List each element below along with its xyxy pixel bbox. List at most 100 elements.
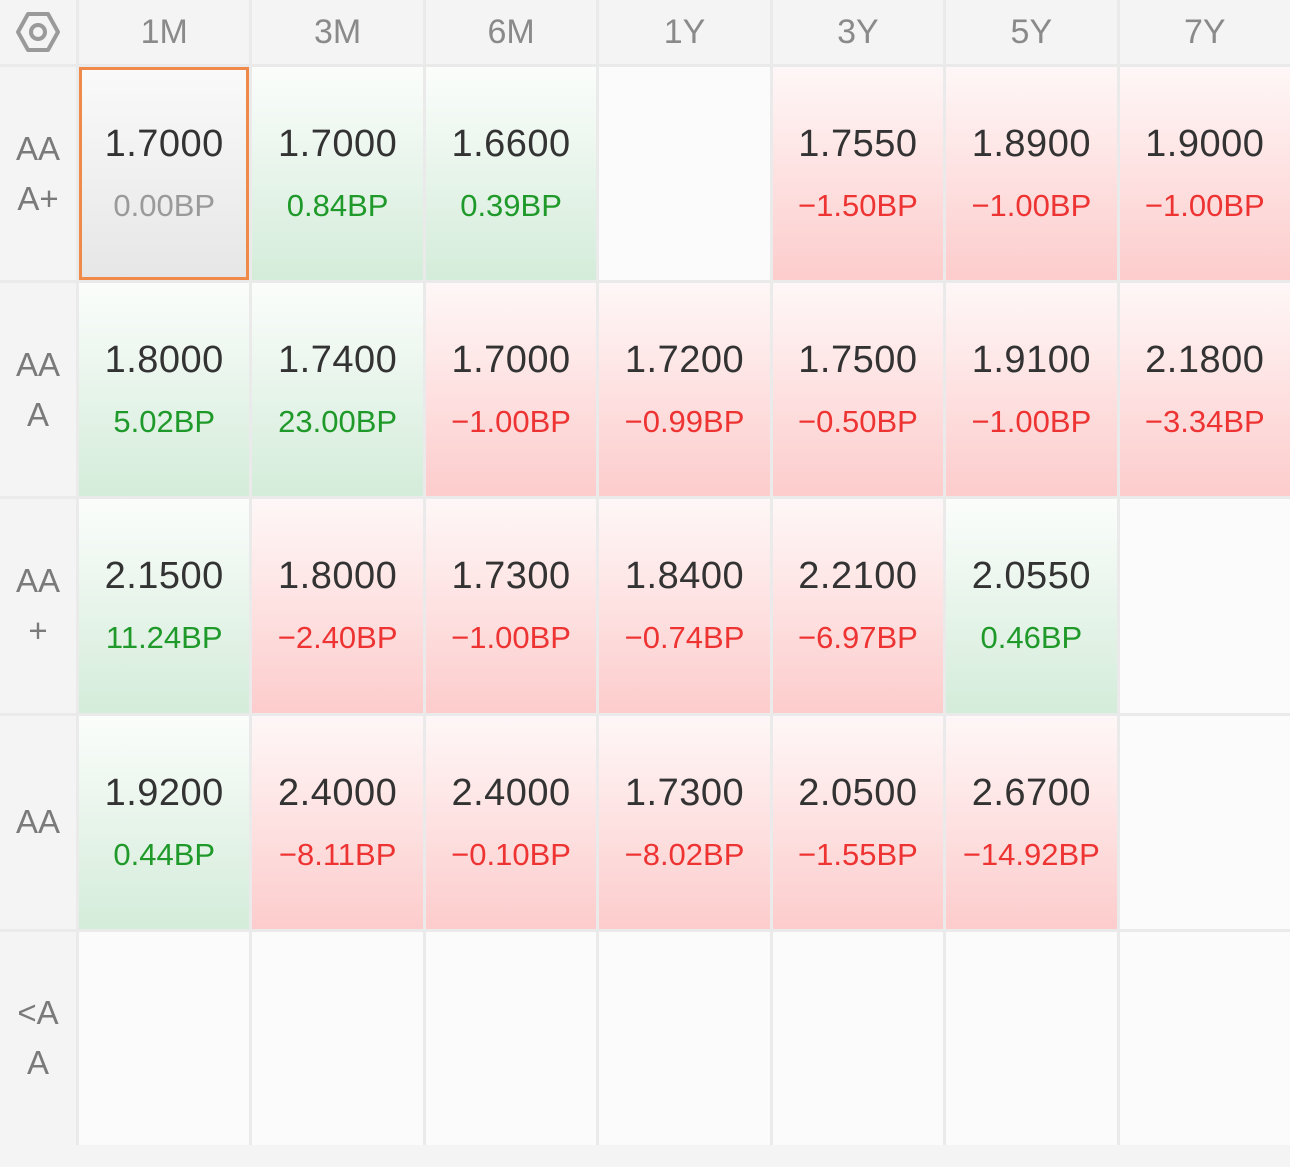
yield-value: 2.2100 bbox=[798, 555, 918, 598]
yield-cell[interactable]: 2.2100 −6.97BP bbox=[772, 499, 944, 713]
empty-cell[interactable] bbox=[946, 931, 1117, 1145]
change-bp: 0.00BP bbox=[113, 188, 216, 224]
yield-cell[interactable]: 1.6600 0.39BP bbox=[425, 67, 597, 281]
yield-cell[interactable]: 1.8900 −1.00BP bbox=[946, 67, 1117, 281]
change-bp: −1.00BP bbox=[451, 620, 571, 656]
empty-cell[interactable] bbox=[772, 931, 944, 1145]
row-label: AA+ bbox=[0, 499, 76, 713]
change-bp: 23.00BP bbox=[278, 404, 398, 440]
yield-value: 2.0500 bbox=[798, 771, 918, 814]
yield-cell[interactable]: 1.9200 0.44BP bbox=[79, 715, 250, 929]
column-header[interactable]: 1Y bbox=[599, 0, 770, 64]
column-header[interactable]: 3M bbox=[252, 0, 423, 64]
yield-value: 1.9100 bbox=[971, 339, 1091, 382]
change-bp: −1.00BP bbox=[971, 188, 1092, 224]
column-header[interactable]: 5Y bbox=[946, 0, 1117, 64]
empty-cell[interactable] bbox=[1119, 715, 1290, 929]
change-bp: −1.55BP bbox=[798, 836, 918, 872]
yield-cell[interactable]: 1.9100 −1.00BP bbox=[946, 283, 1117, 497]
yield-cell[interactable]: 1.8000 −2.40BP bbox=[252, 499, 423, 713]
yield-cell[interactable]: 1.7000 −1.00BP bbox=[425, 283, 597, 497]
yield-value: 2.4000 bbox=[278, 771, 398, 814]
yield-value: 1.9200 bbox=[104, 771, 224, 814]
change-bp: 0.46BP bbox=[980, 620, 1083, 656]
change-bp: −0.50BP bbox=[798, 404, 918, 440]
yield-value: 1.8400 bbox=[624, 555, 745, 598]
column-header[interactable]: 7Y bbox=[1119, 0, 1290, 64]
change-bp: 11.24BP bbox=[105, 620, 223, 656]
yield-value: 2.4000 bbox=[451, 771, 571, 814]
settings-button[interactable] bbox=[0, 0, 76, 64]
change-bp: −6.97BP bbox=[798, 620, 918, 656]
yield-value: 2.1800 bbox=[1145, 339, 1265, 382]
change-bp: −14.92BP bbox=[962, 836, 1100, 872]
change-bp: −0.10BP bbox=[451, 836, 571, 872]
yield-cell[interactable]: 2.0500 −1.55BP bbox=[772, 715, 944, 929]
yield-cell[interactable]: 2.4000 −8.11BP bbox=[252, 715, 423, 929]
change-bp: −0.99BP bbox=[624, 404, 745, 440]
change-bp: −1.00BP bbox=[971, 404, 1092, 440]
change-bp: −1.50BP bbox=[798, 188, 918, 224]
change-bp: −8.02BP bbox=[624, 836, 745, 872]
yield-value: 1.7000 bbox=[451, 339, 571, 382]
yield-value: 1.7300 bbox=[451, 555, 571, 598]
change-bp: −1.00BP bbox=[1144, 188, 1265, 224]
yield-cell[interactable]: 1.8000 5.02BP bbox=[79, 283, 250, 497]
yield-value: 1.7300 bbox=[624, 771, 745, 814]
yield-cell[interactable]: 2.1500 11.24BP bbox=[79, 499, 250, 713]
column-header[interactable]: 1M bbox=[79, 0, 250, 64]
yield-value: 1.7200 bbox=[624, 339, 745, 382]
settings-icon bbox=[16, 12, 60, 52]
column-header[interactable]: 6M bbox=[425, 0, 597, 64]
yield-value: 1.6600 bbox=[451, 123, 571, 166]
yield-value: 2.1500 bbox=[104, 555, 224, 598]
empty-cell[interactable] bbox=[252, 931, 423, 1145]
yield-cell[interactable]: 2.6700 −14.92BP bbox=[946, 715, 1117, 929]
yield-cell[interactable]: 1.7300 −1.00BP bbox=[425, 499, 597, 713]
yield-value: 1.7550 bbox=[798, 123, 918, 166]
yield-value: 1.9000 bbox=[1145, 123, 1265, 166]
row-label: <AA bbox=[0, 931, 76, 1145]
yield-cell[interactable]: 2.0550 0.46BP bbox=[946, 499, 1117, 713]
change-bp: −3.34BP bbox=[1144, 404, 1265, 440]
change-bp: 0.84BP bbox=[286, 188, 389, 224]
empty-cell[interactable] bbox=[79, 931, 250, 1145]
change-bp: 0.39BP bbox=[460, 188, 562, 224]
empty-cell[interactable] bbox=[1119, 499, 1290, 713]
row-label: AAA bbox=[0, 283, 76, 497]
yield-cell[interactable]: 1.8400 −0.74BP bbox=[599, 499, 770, 713]
yield-cell[interactable]: 1.7300 −8.02BP bbox=[599, 715, 770, 929]
yield-value: 2.0550 bbox=[971, 555, 1091, 598]
row-label: AAA+ bbox=[0, 67, 76, 281]
yield-value: 1.7000 bbox=[104, 123, 224, 166]
yield-cell[interactable]: 1.7400 23.00BP bbox=[252, 283, 423, 497]
change-bp: −8.11BP bbox=[278, 836, 397, 872]
yield-cell[interactable]: 1.7000 0.00BP bbox=[79, 67, 250, 281]
change-bp: 0.44BP bbox=[113, 836, 216, 872]
yield-value: 1.8000 bbox=[104, 339, 224, 382]
empty-cell[interactable] bbox=[1119, 931, 1290, 1145]
yield-value: 1.7500 bbox=[798, 339, 918, 382]
column-header[interactable]: 3Y bbox=[772, 0, 944, 64]
empty-cell[interactable] bbox=[599, 931, 770, 1145]
yield-cell[interactable]: 1.7000 0.84BP bbox=[252, 67, 423, 281]
yield-cell[interactable]: 2.4000 −0.10BP bbox=[425, 715, 597, 929]
yield-cell[interactable]: 1.7500 −0.50BP bbox=[772, 283, 944, 497]
yield-value: 2.6700 bbox=[971, 771, 1091, 814]
change-bp: 5.02BP bbox=[113, 404, 216, 440]
yield-cell[interactable]: 1.7200 −0.99BP bbox=[599, 283, 770, 497]
empty-cell[interactable] bbox=[599, 67, 770, 281]
yield-cell[interactable]: 1.9000 −1.00BP bbox=[1119, 67, 1290, 281]
change-bp: −2.40BP bbox=[277, 620, 398, 656]
yield-value: 1.7000 bbox=[278, 123, 398, 166]
yield-value: 1.8900 bbox=[971, 123, 1091, 166]
row-label: AA bbox=[0, 715, 76, 929]
change-bp: −0.74BP bbox=[624, 620, 745, 656]
yield-cell[interactable]: 1.7550 −1.50BP bbox=[772, 67, 944, 281]
change-bp: −1.00BP bbox=[451, 404, 571, 440]
yield-cell[interactable]: 2.1800 −3.34BP bbox=[1119, 283, 1290, 497]
yield-value: 1.7400 bbox=[278, 339, 398, 382]
yield-value: 1.8000 bbox=[278, 555, 398, 598]
empty-cell[interactable] bbox=[425, 931, 597, 1145]
